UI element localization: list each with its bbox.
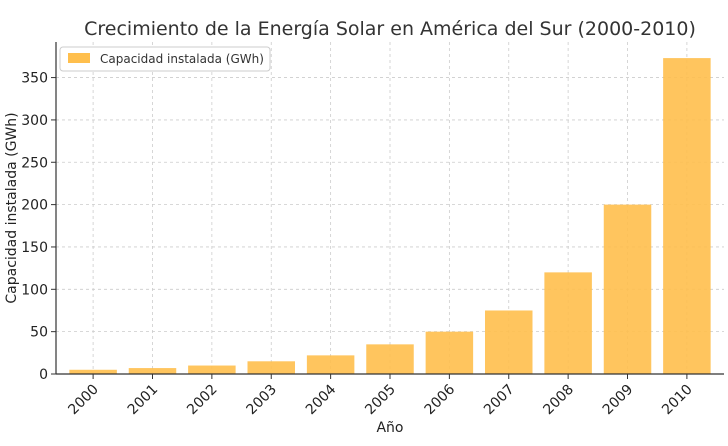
bars (69, 58, 711, 375)
x-tick-label: 2009 (600, 382, 637, 419)
bar-2008 (544, 272, 592, 374)
x-tick-label: 2006 (422, 381, 459, 418)
x-tick-label: 2003 (244, 382, 281, 419)
x-tick-label: 2005 (362, 382, 399, 419)
bar-2003 (247, 361, 295, 374)
y-tick-label: 250 (21, 155, 48, 171)
bar-2000 (69, 369, 117, 374)
legend: Capacidad instalada (GWh) (59, 46, 271, 72)
y-tick-label: 300 (21, 113, 48, 129)
bar-2010 (663, 58, 711, 375)
bar-2005 (366, 344, 414, 374)
y-tick-label: 150 (21, 240, 48, 256)
y-tick-label: 100 (21, 282, 48, 298)
bar-2009 (603, 204, 652, 374)
x-tick-label: 2002 (184, 382, 221, 419)
x-tick-label: 2000 (65, 382, 102, 419)
bar-2001 (128, 368, 177, 374)
x-axis-label: Año (376, 420, 403, 436)
legend-swatch (68, 53, 90, 63)
x-tick-label: 2007 (481, 382, 518, 419)
y-axis-label: Capacidad instalada (GWh) (4, 112, 20, 303)
chart-title: Crecimiento de la Energía Solar en Améri… (84, 18, 696, 40)
y-tick-label: 350 (21, 71, 48, 87)
legend-label: Capacidad instalada (GWh) (100, 52, 264, 66)
bar-2002 (188, 365, 236, 374)
x-tick-label: 2001 (125, 382, 162, 419)
x-tick-label: 2008 (540, 382, 577, 419)
x-tick-label: 2010 (659, 382, 696, 419)
bar-2004 (306, 355, 355, 374)
y-tick-label: 0 (39, 367, 48, 383)
legend-box (59, 46, 271, 72)
x-axis-ticks: 2000 2001 2002 2003 2004 2005 2006 2007 2008 2009… (65, 374, 696, 419)
y-tick-label: 50 (30, 325, 48, 341)
y-tick-label: 200 (21, 198, 48, 214)
y-axis-ticks: 0 50 100 150 200 250 300 350 (21, 71, 56, 383)
x-tick-label: 2004 (303, 381, 340, 418)
bar-2006 (425, 331, 474, 374)
bar-2007 (485, 310, 533, 374)
